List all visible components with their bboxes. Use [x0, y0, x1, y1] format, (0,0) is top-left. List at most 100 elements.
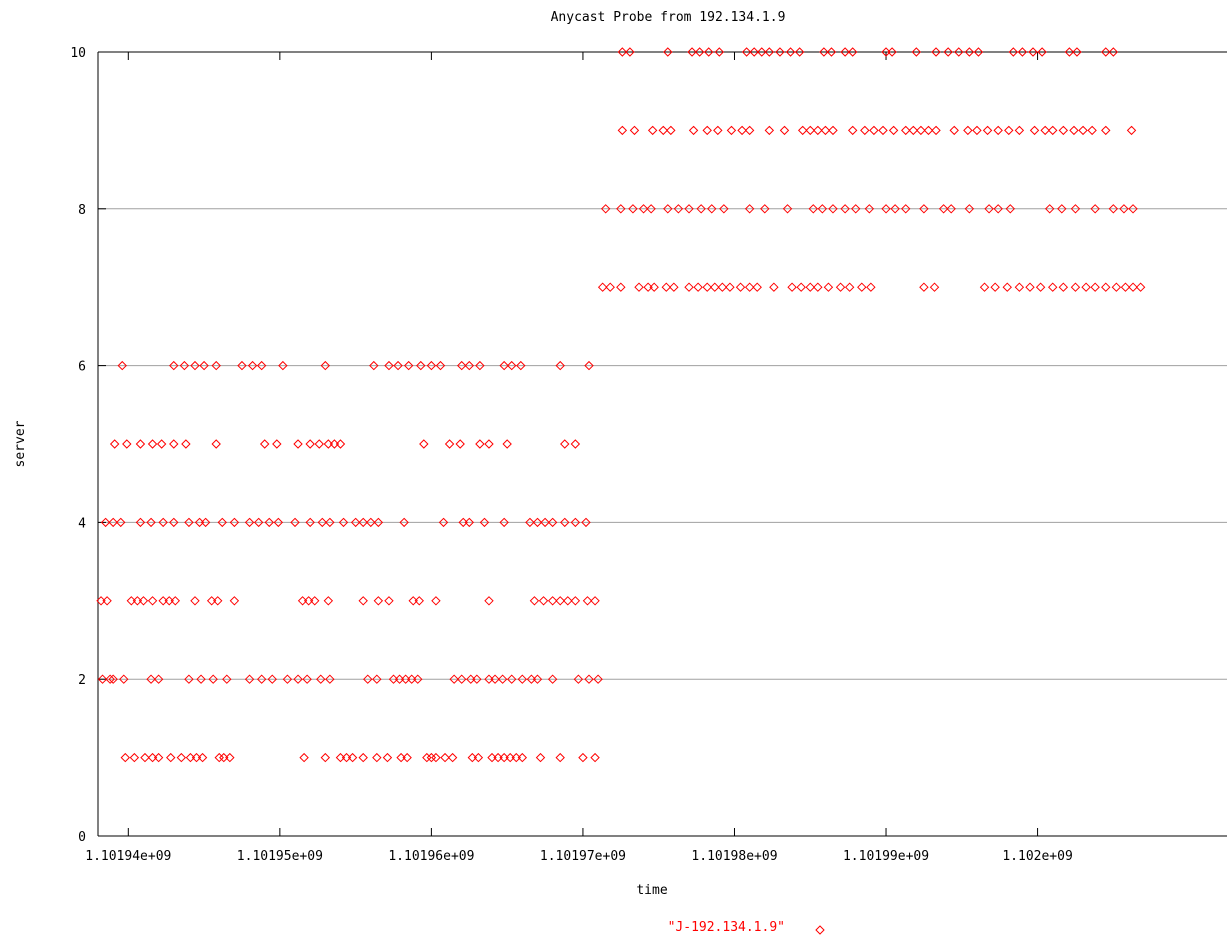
- data-point: [663, 47, 673, 57]
- data-point: [153, 752, 164, 763]
- data-point: [1070, 204, 1081, 214]
- data-point: [422, 752, 432, 763]
- x-tick-label: 1.102e+09: [1002, 849, 1072, 864]
- data-point: [197, 752, 208, 763]
- data-point: [393, 360, 403, 371]
- data-point: [229, 596, 240, 606]
- data-point: [484, 674, 494, 684]
- data-point: [1014, 125, 1025, 136]
- data-point: [744, 282, 755, 292]
- data-point: [949, 125, 959, 136]
- data-point: [725, 282, 735, 292]
- data-point: [211, 360, 221, 371]
- data-point: [217, 517, 227, 528]
- data-point: [447, 752, 458, 763]
- data-point: [1101, 125, 1111, 136]
- data-point: [570, 517, 581, 528]
- data-point: [540, 517, 550, 528]
- data-point: [1035, 282, 1046, 292]
- data-point: [869, 125, 879, 136]
- data-point: [438, 517, 449, 528]
- data-point: [744, 125, 755, 136]
- data-point: [881, 47, 891, 57]
- data-point: [206, 596, 217, 606]
- data-point: [547, 517, 558, 528]
- data-point: [116, 517, 126, 528]
- data-point: [191, 752, 202, 763]
- data-point: [394, 674, 405, 684]
- data-point: [600, 204, 611, 214]
- data-point: [194, 517, 205, 528]
- data-point: [529, 596, 540, 606]
- data-point: [820, 125, 831, 136]
- data-point: [358, 752, 368, 763]
- data-point: [309, 596, 320, 606]
- data-point: [297, 596, 308, 606]
- data-point: [384, 360, 394, 371]
- data-point: [475, 439, 485, 449]
- data-point: [511, 752, 521, 763]
- data-point: [505, 752, 515, 763]
- data-point: [146, 517, 156, 528]
- data-point: [244, 674, 255, 684]
- data-point: [684, 282, 694, 292]
- data-point: [532, 674, 543, 684]
- data-point: [866, 282, 876, 292]
- data-point: [735, 282, 746, 292]
- data-point: [493, 752, 503, 763]
- data-point: [1048, 282, 1058, 292]
- data-point: [923, 125, 934, 136]
- data-point: [617, 125, 628, 136]
- data-point: [584, 360, 594, 371]
- data-point: [717, 282, 728, 292]
- data-point: [982, 125, 993, 136]
- data-point: [214, 752, 224, 763]
- data-point: [109, 439, 120, 449]
- data-point: [1072, 47, 1082, 57]
- data-point: [466, 674, 476, 684]
- x-tick-label: 1.10198e+09: [691, 849, 777, 864]
- data-point: [919, 204, 929, 214]
- data-point: [329, 439, 340, 449]
- data-point: [335, 439, 346, 449]
- data-point: [741, 47, 752, 57]
- data-point: [303, 596, 314, 606]
- data-point: [954, 47, 964, 57]
- data-point: [625, 47, 635, 57]
- data-point: [316, 674, 326, 684]
- data-point: [817, 204, 828, 214]
- data-point: [156, 439, 167, 449]
- data-point: [176, 752, 187, 763]
- data-point: [272, 439, 282, 449]
- data-point: [219, 752, 229, 763]
- data-point: [785, 47, 796, 57]
- data-point: [605, 282, 615, 292]
- data-point: [532, 517, 543, 528]
- data-point: [1135, 282, 1146, 292]
- data-point: [1108, 204, 1119, 214]
- data-point: [222, 674, 232, 684]
- data-point: [317, 517, 327, 528]
- data-point: [153, 674, 164, 684]
- data-point: [502, 439, 512, 449]
- data-point: [964, 47, 975, 57]
- data-point: [369, 360, 379, 371]
- data-point: [413, 674, 423, 684]
- data-point: [796, 282, 806, 292]
- data-point: [314, 439, 324, 449]
- data-point: [196, 674, 206, 684]
- data-point: [363, 674, 373, 684]
- data-point: [517, 752, 528, 763]
- data-point: [555, 360, 565, 371]
- x-tick-label: 1.10197e+09: [540, 849, 626, 864]
- data-point: [1017, 47, 1028, 57]
- data-point: [673, 204, 684, 214]
- data-point: [1005, 204, 1015, 214]
- plot-frame: [97, 51, 1227, 837]
- data-point: [1040, 125, 1050, 136]
- data-point: [426, 752, 437, 763]
- data-point: [225, 752, 235, 763]
- data-point: [828, 204, 838, 214]
- data-point: [1108, 47, 1119, 57]
- data-point: [737, 125, 747, 136]
